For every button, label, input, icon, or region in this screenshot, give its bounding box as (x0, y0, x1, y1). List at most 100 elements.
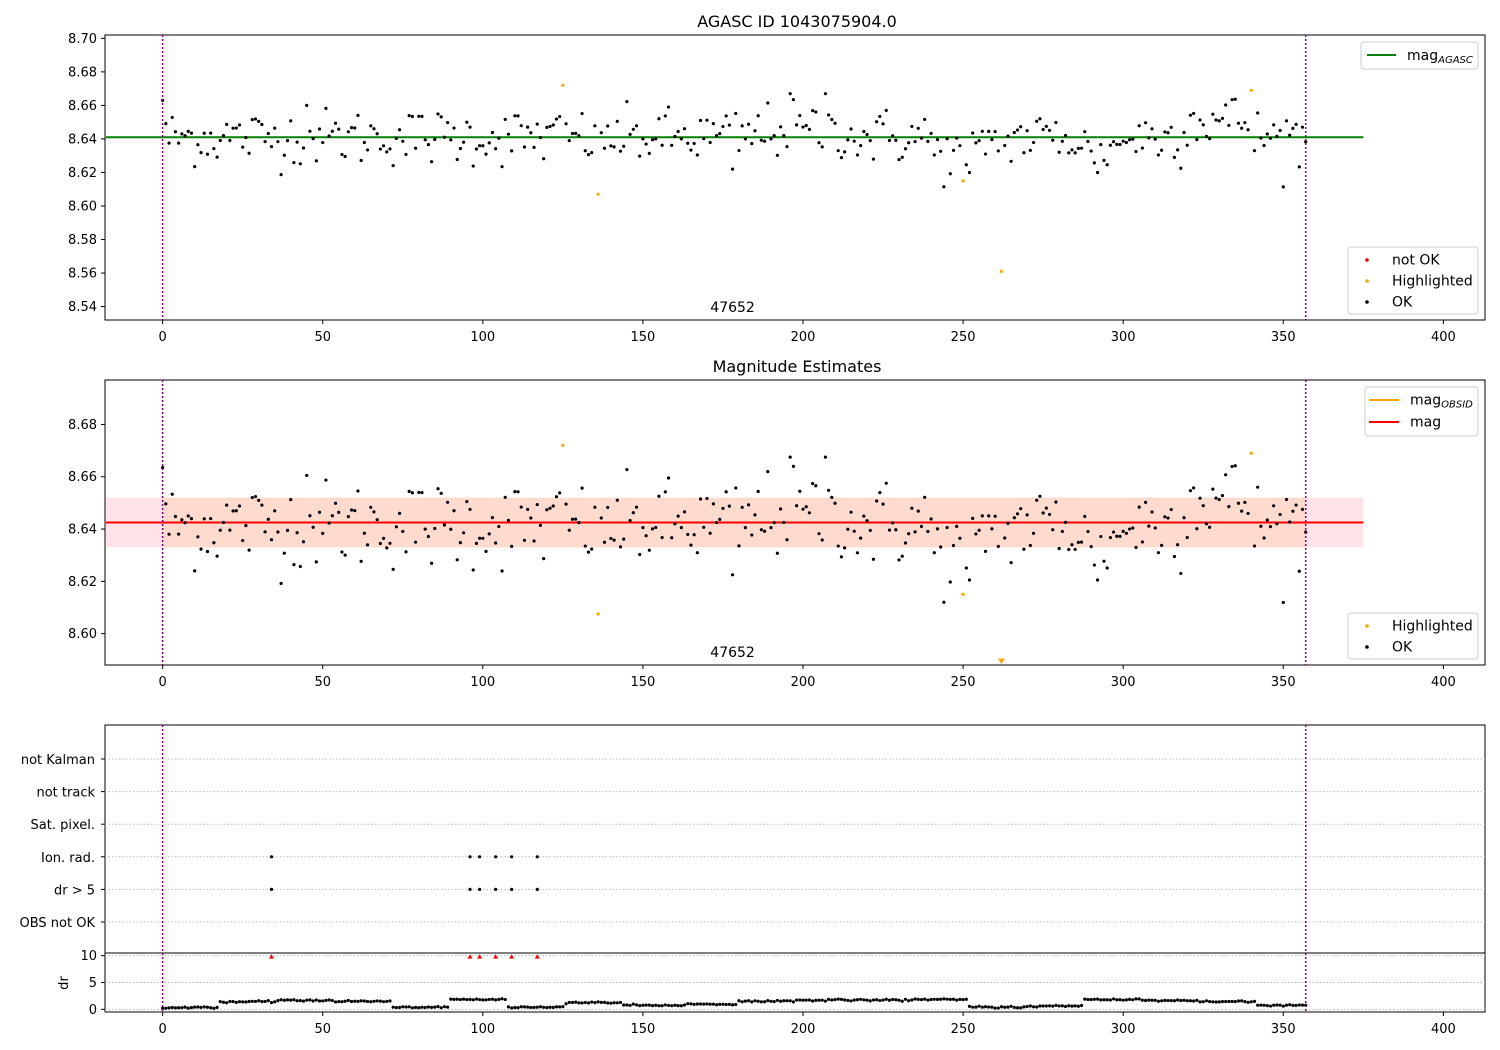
ok-point (471, 164, 475, 168)
dr-point (631, 1002, 635, 1006)
ok-point (333, 121, 338, 125)
dr-point (1003, 1005, 1007, 1009)
ok-point (849, 510, 853, 514)
ok-point (951, 543, 956, 548)
ok-point (926, 139, 930, 143)
ok-point (926, 529, 930, 534)
ok-point (1163, 515, 1167, 519)
ok-point (1060, 529, 1064, 534)
dr-point (615, 1001, 619, 1005)
ok-point (295, 140, 299, 144)
ok-point (519, 505, 523, 509)
ok-point (212, 541, 216, 545)
ok-point (897, 558, 901, 562)
highlighted-point (561, 83, 565, 87)
ok-point (913, 530, 917, 534)
ok-point (1092, 563, 1096, 567)
ok-point (881, 122, 885, 126)
ok-point (455, 558, 459, 562)
ok-point (1150, 510, 1154, 514)
ok-point (285, 528, 290, 532)
dr-point (1012, 1005, 1016, 1010)
dr-point (942, 997, 946, 1001)
dr-point (673, 1003, 677, 1007)
ok-point (958, 144, 962, 148)
ok-point (279, 173, 283, 177)
dr-point (903, 997, 908, 1001)
ok-point (1172, 554, 1177, 559)
ok-point (1028, 148, 1032, 152)
dr-point (756, 999, 760, 1003)
ok-point (503, 117, 507, 122)
ok-point (1256, 485, 1260, 489)
dr-point (1140, 998, 1145, 1002)
dr-point (795, 998, 799, 1002)
dr-point (218, 1000, 222, 1004)
ok-point (1038, 117, 1042, 121)
ok-point (538, 135, 543, 140)
panel-flags: not Kalman not track Sat. pixel. Ion. rad. d… (20, 724, 1486, 954)
ok-point (875, 499, 879, 503)
ok-point (1217, 119, 1221, 123)
ok-point (442, 523, 446, 527)
ok-point (785, 145, 789, 149)
ok-point (241, 538, 245, 543)
ok-point (199, 547, 203, 551)
ok-point (1201, 504, 1205, 508)
ok-point (807, 511, 812, 515)
ok-point (641, 525, 645, 530)
dr-point (526, 1005, 530, 1009)
ok-point (580, 486, 584, 490)
flag-label: Sat. pixel. (31, 818, 95, 833)
ok-point (852, 529, 856, 533)
ok-point (1083, 514, 1087, 519)
dr-point (1278, 1003, 1282, 1007)
ok-point (337, 127, 341, 131)
ok-point (1220, 116, 1225, 120)
out-of-range-marker (998, 658, 1006, 664)
ok-point (724, 490, 728, 494)
ok-point (1230, 98, 1234, 102)
ok-point (833, 501, 837, 505)
ok-point (327, 134, 331, 138)
dr-point (314, 998, 318, 1002)
ok-point (330, 129, 334, 133)
dr-point (545, 1005, 549, 1010)
dr-point (375, 999, 379, 1003)
dr-point (1160, 999, 1164, 1003)
ok-point (1070, 148, 1074, 152)
ok-point (1031, 140, 1036, 145)
ok-point (289, 497, 293, 502)
ok-point (378, 147, 382, 151)
highlighted-point (961, 179, 965, 183)
dr-point (1192, 999, 1196, 1003)
ok-point (449, 138, 453, 142)
ok-point (273, 509, 277, 513)
ok-point (615, 498, 619, 502)
dr-point (183, 1005, 187, 1009)
dr-point (644, 1003, 648, 1007)
ok-point (1188, 113, 1193, 117)
ok-point (666, 476, 671, 480)
flag-label: not track (36, 786, 95, 801)
dr-point (788, 999, 792, 1003)
ok-point (231, 126, 235, 130)
ok-point (983, 549, 988, 553)
ok-point (1256, 111, 1260, 115)
ok-point (253, 117, 258, 121)
ok-point (1172, 155, 1177, 159)
dr-point (1156, 999, 1161, 1003)
ok-point (1240, 126, 1244, 130)
dr-point (202, 1005, 206, 1009)
dr-point (980, 1005, 984, 1009)
dr-point (698, 1002, 703, 1006)
ok-point (1297, 569, 1301, 573)
ok-point (695, 551, 699, 555)
ok-point (279, 581, 283, 586)
ok-point (1208, 525, 1212, 529)
dr-point (891, 997, 895, 1002)
ok-point (481, 144, 485, 148)
dr-point (1108, 998, 1112, 1002)
ok-point (570, 131, 575, 136)
ok-point (413, 540, 418, 544)
